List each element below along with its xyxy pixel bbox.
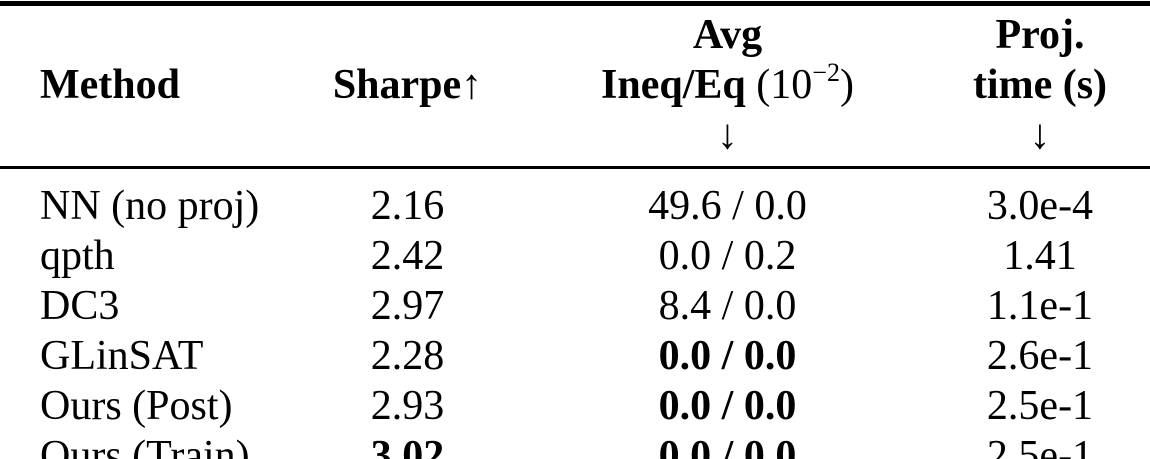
table-row: GLinSAT 2.28 0.0 / 0.0 2.6e-1: [0, 331, 1150, 381]
down-arrow-icon: ↓: [717, 112, 738, 158]
table-row: Ours (Post) 2.93 0.0 / 0.0 2.5e-1: [0, 381, 1150, 431]
cell-method: DC3: [40, 283, 120, 329]
cell-proj-time: 3.0e-4: [986, 183, 1094, 229]
exponent: −2: [812, 58, 840, 87]
cell-sharpe: 2.42: [370, 233, 445, 279]
cell-proj-time: 1.41: [1003, 233, 1077, 279]
cell-sharpe: 2.97: [370, 283, 445, 329]
proj-header-line1: Proj.: [995, 12, 1085, 58]
cell-sharpe: 2.28: [370, 333, 445, 379]
cell-avg-ineq-eq: 8.4 / 0.0: [658, 283, 797, 329]
cell-avg-ineq-eq: 0.0 / 0.2: [658, 233, 797, 279]
proj-header-line2: time (s): [972, 62, 1108, 108]
col-header-proj-time: Proj. time (s) ↓: [930, 3, 1150, 169]
cell-proj-time: 1.1e-1: [986, 283, 1094, 329]
table-row: NN (no proj) 2.16 49.6 / 0.0 3.0e-4: [0, 168, 1150, 232]
cell-proj-time: 2.5e-1: [986, 433, 1094, 459]
col-header-method: Method: [0, 3, 290, 169]
cell-method: Ours (Post): [40, 383, 233, 429]
cell-proj-time: 2.6e-1: [986, 333, 1094, 379]
cell-method: GLinSAT: [40, 333, 204, 379]
cell-avg-ineq-eq: 0.0 / 0.0: [658, 333, 797, 379]
table-row: Ours (Train) 3.02 0.0 / 0.0 2.5e-1: [0, 431, 1150, 459]
table-header: Method Sharpe↑ Avg Ineq/Eq (10−2) ↓ Proj…: [0, 3, 1150, 169]
up-arrow-icon: ↑: [461, 62, 483, 108]
down-arrow-icon: ↓: [1029, 112, 1051, 158]
cell-sharpe: 2.93: [370, 383, 445, 429]
header-row: Method Sharpe↑ Avg Ineq/Eq (10−2) ↓ Proj…: [0, 3, 1150, 169]
table-row: qpth 2.42 0.0 / 0.2 1.41: [0, 231, 1150, 281]
cell-avg-ineq-eq: 49.6 / 0.0: [648, 183, 807, 229]
table-row: DC3 2.97 8.4 / 0.0 1.1e-1: [0, 281, 1150, 331]
col-header-sharpe: Sharpe↑: [290, 3, 525, 169]
ineq-eq-label: Ineq/Eq: [601, 62, 746, 108]
method-header-label: Method: [40, 62, 180, 108]
cell-method: qpth: [40, 233, 115, 279]
cell-method: NN (no proj): [40, 183, 260, 229]
cell-method: Ours (Train): [40, 433, 250, 459]
cell-proj-time: 2.5e-1: [986, 383, 1094, 429]
cell-sharpe: 3.02: [370, 433, 445, 459]
cell-avg-ineq-eq: 0.0 / 0.0: [658, 433, 797, 459]
cell-sharpe: 2.16: [370, 183, 445, 229]
avg-header-line1: Avg: [692, 12, 763, 58]
cell-avg-ineq-eq: 0.0 / 0.0: [658, 383, 797, 429]
scale-factor-label: (10−2): [756, 58, 854, 109]
avg-header-line2: Ineq/Eq (10−2): [525, 60, 930, 110]
sharpe-header-label: Sharpe: [332, 62, 462, 108]
table-body: NN (no proj) 2.16 49.6 / 0.0 3.0e-4 qpth…: [0, 168, 1150, 459]
col-header-avg-ineq-eq: Avg Ineq/Eq (10−2) ↓: [525, 3, 930, 169]
